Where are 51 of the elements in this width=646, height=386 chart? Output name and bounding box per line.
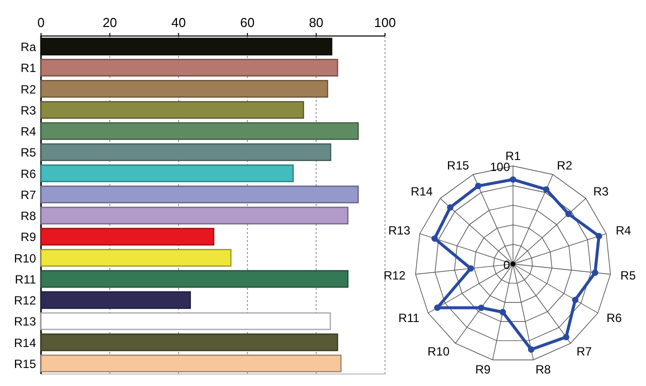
bar <box>40 58 338 77</box>
spoke-label: R10 <box>428 344 450 358</box>
bar <box>40 354 342 372</box>
y-tick-label: R1 <box>20 61 36 76</box>
y-tick-label: R12 <box>14 294 36 308</box>
spoke-label: R3 <box>593 184 609 199</box>
spoke-label: R7 <box>576 344 592 358</box>
x-tick-label: 40 <box>171 15 186 30</box>
bar <box>40 164 294 182</box>
y-tick-label: R4 <box>20 124 36 139</box>
bar <box>40 80 328 98</box>
x-tick-label: 60 <box>240 15 255 30</box>
y-tick-label: R13 <box>14 314 36 329</box>
spoke-label: R9 <box>475 362 491 377</box>
y-tick-label: Ra <box>20 40 36 54</box>
bar <box>40 248 232 267</box>
y-tick-label: R15 <box>14 356 36 371</box>
spoke-label: R15 <box>447 158 470 172</box>
bar <box>40 291 191 309</box>
spoke-label: R6 <box>606 311 622 325</box>
y-tick-label: R2 <box>20 82 36 96</box>
bar <box>40 270 348 288</box>
x-tick-label: 20 <box>102 15 118 30</box>
spoke-label: R1 <box>505 149 521 163</box>
bar <box>40 206 348 224</box>
bar <box>40 101 304 119</box>
spoke-label: R5 <box>620 268 636 282</box>
bar <box>40 143 332 162</box>
y-tick-label: R14 <box>14 336 36 350</box>
spoke-label: R11 <box>398 311 420 325</box>
bar <box>40 186 359 204</box>
spoke-label: R4 <box>616 224 632 238</box>
spoke-label: R8 <box>535 362 552 377</box>
spoke-label: R14 <box>410 184 434 199</box>
bar <box>40 312 331 330</box>
x-tick-label: 80 <box>308 15 324 30</box>
spoke-label: R2 <box>556 158 573 172</box>
x-tick-label: 100 <box>374 15 396 30</box>
y-tick-label: R9 <box>20 230 36 244</box>
spoke-label: R12 <box>384 268 406 282</box>
y-tick-label: R7 <box>20 188 36 202</box>
y-tick-label: R8 <box>20 209 36 224</box>
spoke-label: R13 <box>388 224 411 238</box>
y-tick-label: R10 <box>14 251 36 266</box>
y-tick-label: R11 <box>14 272 36 286</box>
y-tick-label: R6 <box>20 166 36 181</box>
y-tick-label: R3 <box>20 103 36 118</box>
bar <box>40 122 359 140</box>
bar <box>40 333 338 352</box>
y-tick-label: R5 <box>20 146 36 160</box>
bar <box>40 228 214 246</box>
